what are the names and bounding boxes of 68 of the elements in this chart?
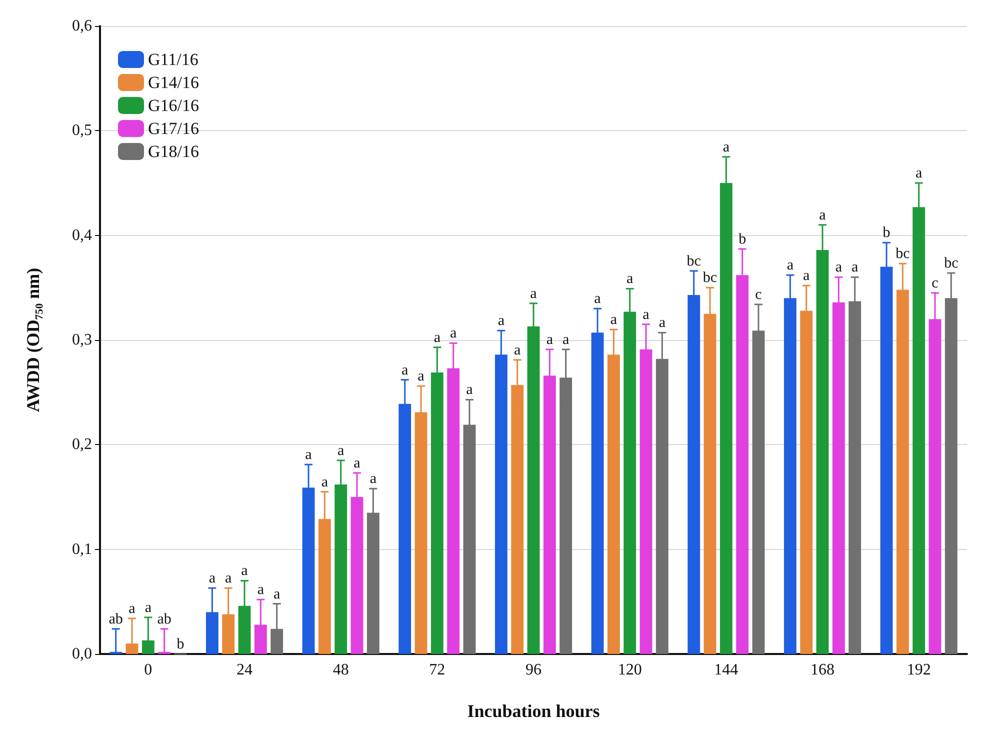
data-label: a bbox=[337, 442, 344, 459]
data-label: a bbox=[466, 382, 474, 398]
y-tick-label: 0,3 bbox=[72, 332, 92, 348]
data-label: a bbox=[915, 166, 922, 182]
y-tick-label: 0,0 bbox=[72, 646, 92, 662]
data-label: a bbox=[819, 207, 826, 224]
x-tick-label: 192 bbox=[906, 662, 931, 678]
data-label: c bbox=[755, 286, 762, 303]
data-label: a bbox=[225, 570, 232, 587]
data-label: a bbox=[658, 315, 666, 332]
data-label: bc bbox=[944, 256, 959, 272]
x-tick-label: 24 bbox=[236, 662, 252, 678]
data-label: ab bbox=[157, 611, 172, 628]
data-label: a bbox=[722, 139, 730, 156]
data-label: a bbox=[562, 332, 570, 348]
data-label: a bbox=[642, 306, 650, 323]
data-label: bc bbox=[702, 270, 718, 286]
data-label: a bbox=[626, 271, 634, 288]
legend-label: G16/16 bbox=[148, 96, 199, 115]
x-tick-label: 168 bbox=[810, 662, 834, 678]
data-label: a bbox=[257, 582, 264, 598]
data-label: ab bbox=[108, 611, 123, 628]
x-tick-label: 96 bbox=[526, 662, 542, 678]
y-tick-label: 0,4 bbox=[72, 226, 92, 244]
y-tick-label: 0,2 bbox=[72, 436, 92, 454]
data-label: a bbox=[321, 474, 328, 490]
x-axis-title: Incubation hours bbox=[467, 701, 600, 721]
data-label: a bbox=[434, 330, 441, 346]
data-label: a bbox=[208, 570, 216, 587]
legend-label: G18/16 bbox=[148, 142, 199, 161]
data-label: bc bbox=[686, 253, 702, 270]
data-label: a bbox=[354, 455, 361, 472]
data-label: a bbox=[450, 326, 457, 342]
legend-label: G14/16 bbox=[148, 73, 199, 92]
data-label: a bbox=[594, 291, 602, 308]
data-label: a bbox=[273, 586, 280, 602]
x-tick-label: 72 bbox=[429, 662, 446, 678]
data-label: a bbox=[851, 260, 858, 276]
y-tick-label: 0,6 bbox=[72, 18, 92, 34]
data-label: a bbox=[418, 368, 425, 385]
data-label: a bbox=[241, 563, 248, 580]
data-label: a bbox=[514, 342, 522, 358]
data-label: a bbox=[144, 600, 152, 616]
data-label: a bbox=[786, 258, 794, 274]
legend-label: G11/16 bbox=[148, 50, 198, 69]
data-label: a bbox=[498, 313, 505, 330]
data-label: a bbox=[370, 471, 377, 488]
data-label: bc bbox=[896, 246, 910, 262]
data-label: a bbox=[610, 312, 618, 328]
data-label: a bbox=[835, 260, 842, 276]
x-tick-label: 48 bbox=[332, 662, 349, 678]
y-axis-title: AWDD (OD₇₅₀ nm) bbox=[23, 268, 43, 412]
y-tick-label: 0,1 bbox=[72, 540, 92, 558]
data-label: a bbox=[530, 286, 538, 302]
data-label: b bbox=[738, 231, 746, 248]
legend-label: G17/16 bbox=[148, 119, 199, 138]
data-label: a bbox=[803, 268, 810, 284]
data-label: a bbox=[546, 332, 554, 348]
y-tick-label: 0,5 bbox=[72, 122, 92, 140]
x-tick-label: 120 bbox=[618, 662, 642, 678]
data-label: b bbox=[882, 225, 890, 242]
x-tick-label: 0 bbox=[144, 662, 152, 678]
data-label: c bbox=[932, 275, 939, 292]
data-label: a bbox=[305, 447, 312, 464]
x-tick-label: 144 bbox=[714, 662, 738, 678]
data-label: a bbox=[402, 362, 409, 378]
data-label: a bbox=[128, 600, 136, 617]
data-label: b bbox=[176, 636, 184, 652]
